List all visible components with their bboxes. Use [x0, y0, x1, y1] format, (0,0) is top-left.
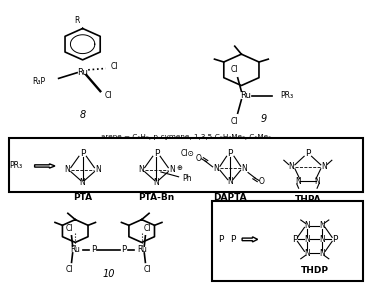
- Text: N: N: [154, 178, 159, 187]
- Text: N: N: [314, 177, 320, 185]
- Text: N: N: [95, 165, 101, 174]
- Text: P: P: [228, 149, 233, 158]
- Text: N: N: [319, 249, 325, 257]
- Text: PR₃: PR₃: [280, 91, 293, 100]
- Text: N: N: [296, 177, 301, 185]
- FancyArrow shape: [35, 164, 55, 168]
- Text: Ru: Ru: [77, 68, 88, 77]
- Text: ⊕: ⊕: [177, 165, 183, 171]
- Text: Cl⊙: Cl⊙: [180, 149, 194, 158]
- Text: N: N: [241, 164, 247, 173]
- Text: arene = C₆H₆, p-cymene, 1,3,5-C₆H₃Me₃, C₆Me₆: arene = C₆H₆, p-cymene, 1,3,5-C₆H₃Me₃, C…: [101, 134, 271, 140]
- Text: THDP: THDP: [301, 266, 329, 275]
- Text: Cl: Cl: [66, 265, 73, 274]
- Text: O: O: [196, 154, 202, 163]
- FancyArrow shape: [242, 237, 258, 242]
- FancyBboxPatch shape: [212, 201, 363, 281]
- Text: Ru: Ru: [70, 245, 80, 254]
- Text: P: P: [80, 149, 85, 158]
- Text: O: O: [259, 177, 264, 185]
- Text: P: P: [231, 235, 236, 244]
- FancyBboxPatch shape: [9, 138, 363, 192]
- Text: N: N: [80, 178, 86, 187]
- Text: DAPTA: DAPTA: [214, 193, 247, 202]
- Text: 10: 10: [102, 270, 115, 279]
- Text: Cl: Cl: [230, 117, 238, 126]
- Text: R: R: [74, 16, 80, 25]
- Text: 9: 9: [260, 114, 267, 124]
- Text: Ru: Ru: [240, 91, 250, 100]
- Text: P: P: [154, 149, 159, 158]
- Text: Cl: Cl: [105, 91, 112, 100]
- Text: N: N: [305, 221, 310, 230]
- Text: P: P: [91, 245, 96, 254]
- Text: 8: 8: [80, 110, 86, 120]
- Text: Cl: Cl: [230, 65, 238, 73]
- Text: N: N: [288, 162, 294, 171]
- Text: PTA: PTA: [73, 193, 92, 202]
- Text: N: N: [214, 164, 219, 173]
- Text: PR₃: PR₃: [10, 162, 23, 170]
- Text: P: P: [305, 149, 311, 158]
- Text: N: N: [319, 235, 325, 244]
- Text: Cl: Cl: [144, 224, 151, 233]
- Text: N: N: [169, 165, 175, 174]
- Text: P: P: [333, 235, 338, 244]
- Text: Cl: Cl: [144, 265, 151, 274]
- Text: R₃P: R₃P: [33, 77, 46, 86]
- Text: N: N: [321, 162, 327, 171]
- Text: Cl: Cl: [110, 62, 118, 71]
- Text: THPA: THPA: [295, 195, 321, 204]
- Text: P: P: [121, 245, 126, 254]
- Text: N: N: [227, 177, 233, 186]
- Text: PTA-Bn: PTA-Bn: [138, 193, 174, 202]
- Text: N: N: [64, 165, 70, 174]
- Text: N: N: [319, 221, 325, 230]
- Text: Cl: Cl: [66, 224, 73, 233]
- Text: N: N: [138, 165, 144, 174]
- Text: N: N: [305, 249, 310, 257]
- Text: Ph: Ph: [182, 174, 192, 183]
- Text: P: P: [292, 235, 297, 244]
- Text: Ru: Ru: [137, 245, 147, 254]
- Text: N: N: [305, 235, 310, 244]
- Text: P: P: [218, 235, 224, 244]
